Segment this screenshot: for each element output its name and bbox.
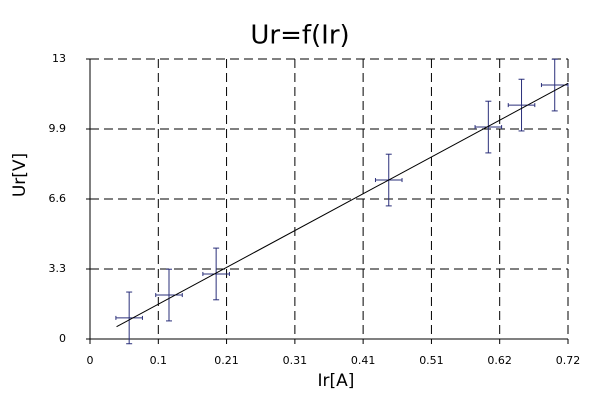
- x-tick-label: 0.72: [556, 354, 581, 367]
- chart-title: Ur=f(Ir): [250, 21, 349, 51]
- y-tick-label: 6.6: [49, 192, 67, 205]
- y-tick-label: 3.3: [49, 262, 67, 275]
- x-tick-label: 0.31: [283, 354, 308, 367]
- y-tick-label: 9.9: [49, 122, 67, 135]
- x-tick-label: 0.1: [150, 354, 168, 367]
- x-tick-label: 0.62: [487, 354, 512, 367]
- y-axis-label: Ur[V]: [10, 153, 30, 197]
- fit-line: [116, 82, 569, 328]
- x-tick-label: 0: [87, 354, 94, 367]
- x-tick-label: 0.21: [214, 354, 239, 367]
- x-tick-label: 0.51: [419, 354, 444, 367]
- x-axis-label: Ir[A]: [318, 371, 355, 391]
- x-tick-label: 0.41: [351, 354, 376, 367]
- y-tick-label: 13: [52, 52, 66, 65]
- y-tick-label: 0: [59, 332, 66, 345]
